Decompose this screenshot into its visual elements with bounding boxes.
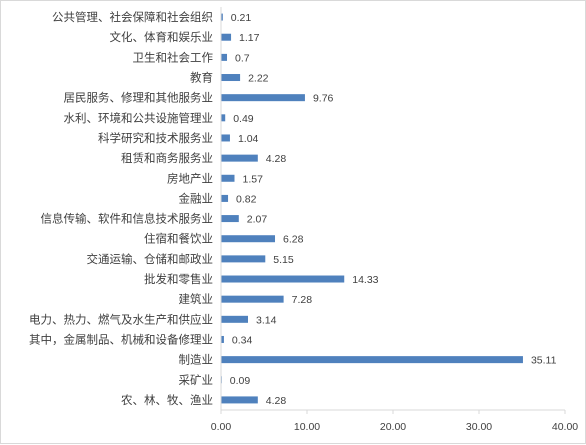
- category-label: 农、林、牧、渔业: [121, 393, 213, 407]
- data-label: 4.28: [266, 153, 287, 165]
- data-label: 2.22: [248, 73, 269, 85]
- category-label: 科学研究和技术服务业: [98, 131, 213, 145]
- category-labels: 公共管理、社会保障和社会组织文化、体育和娱乐业卫生和社会工作教育居民服务、修理和…: [29, 10, 213, 407]
- bar: [221, 33, 232, 41]
- bar: [221, 315, 248, 323]
- bar: [221, 74, 241, 82]
- x-tick-label: 20.00: [380, 421, 406, 433]
- category-label: 交通运输、仓储和邮政业: [87, 252, 214, 266]
- x-tick-label: 10.00: [294, 421, 320, 433]
- category-label: 建筑业: [179, 292, 214, 306]
- category-label: 房地产业: [167, 171, 213, 185]
- data-label: 0.21: [231, 12, 252, 24]
- bar: [221, 255, 266, 263]
- category-label: 采矿业: [179, 373, 214, 387]
- data-label: 7.28: [292, 294, 313, 306]
- bar: [221, 114, 226, 122]
- x-tick-label: 0.00: [211, 421, 232, 433]
- data-label: 5.15: [273, 254, 294, 266]
- category-label: 金融业: [179, 191, 214, 205]
- category-label: 信息传输、软件和信息技术服务业: [41, 212, 214, 226]
- data-label: 1.04: [238, 133, 259, 145]
- bar: [221, 13, 223, 21]
- bar: [221, 295, 284, 303]
- category-label: 教育: [190, 71, 213, 85]
- category-label: 其中，金属制品、机械和设备修理业: [29, 332, 213, 346]
- data-label: 0.09: [230, 375, 251, 387]
- data-label: 6.28: [283, 234, 304, 246]
- bars-layer: [221, 13, 523, 404]
- bar: [221, 194, 229, 202]
- data-label: 0.7: [235, 52, 250, 64]
- category-label: 住宿和餐饮业: [144, 232, 213, 246]
- data-label: 9.76: [313, 93, 334, 105]
- bar: [221, 356, 523, 364]
- category-label: 电力、热力、燃气及水生产和供应业: [29, 312, 213, 326]
- bar: [221, 53, 228, 61]
- bar: [221, 215, 239, 223]
- bar: [221, 235, 276, 243]
- value-labels: 0.211.170.72.229.760.491.044.281.570.822…: [230, 12, 557, 407]
- category-label: 水利、环境和公共设施管理业: [64, 111, 214, 125]
- data-label: 4.28: [266, 395, 287, 407]
- data-label: 0.49: [233, 113, 254, 125]
- bar: [221, 335, 224, 343]
- category-label: 公共管理、社会保障和社会组织: [52, 10, 213, 24]
- data-label: 1.17: [239, 32, 260, 44]
- bar: [221, 275, 345, 283]
- category-label: 租赁和商务服务业: [121, 151, 213, 165]
- bar: [221, 174, 235, 182]
- x-tick-label: 30.00: [466, 421, 492, 433]
- data-label: 0.34: [232, 334, 253, 346]
- category-label: 批发和零售业: [144, 272, 213, 286]
- data-label: 1.57: [243, 173, 264, 185]
- data-label: 35.11: [531, 355, 557, 367]
- data-label: 14.33: [352, 274, 378, 286]
- category-label: 卫生和社会工作: [133, 50, 214, 64]
- category-label: 制造业: [179, 353, 214, 367]
- bar: [221, 94, 305, 102]
- data-label: 0.82: [236, 193, 257, 205]
- x-tick-label: 40.00: [552, 421, 578, 433]
- bar: [221, 134, 230, 142]
- bar: [221, 154, 258, 162]
- bar: [221, 396, 258, 404]
- data-label: 3.14: [256, 314, 277, 326]
- x-axis: 0.00 10.00 20.00 30.00 40.00: [211, 7, 578, 433]
- category-label: 居民服务、修理和其他服务业: [64, 91, 214, 105]
- data-label: 2.07: [247, 214, 268, 226]
- category-label: 文化、体育和娱乐业: [110, 30, 214, 44]
